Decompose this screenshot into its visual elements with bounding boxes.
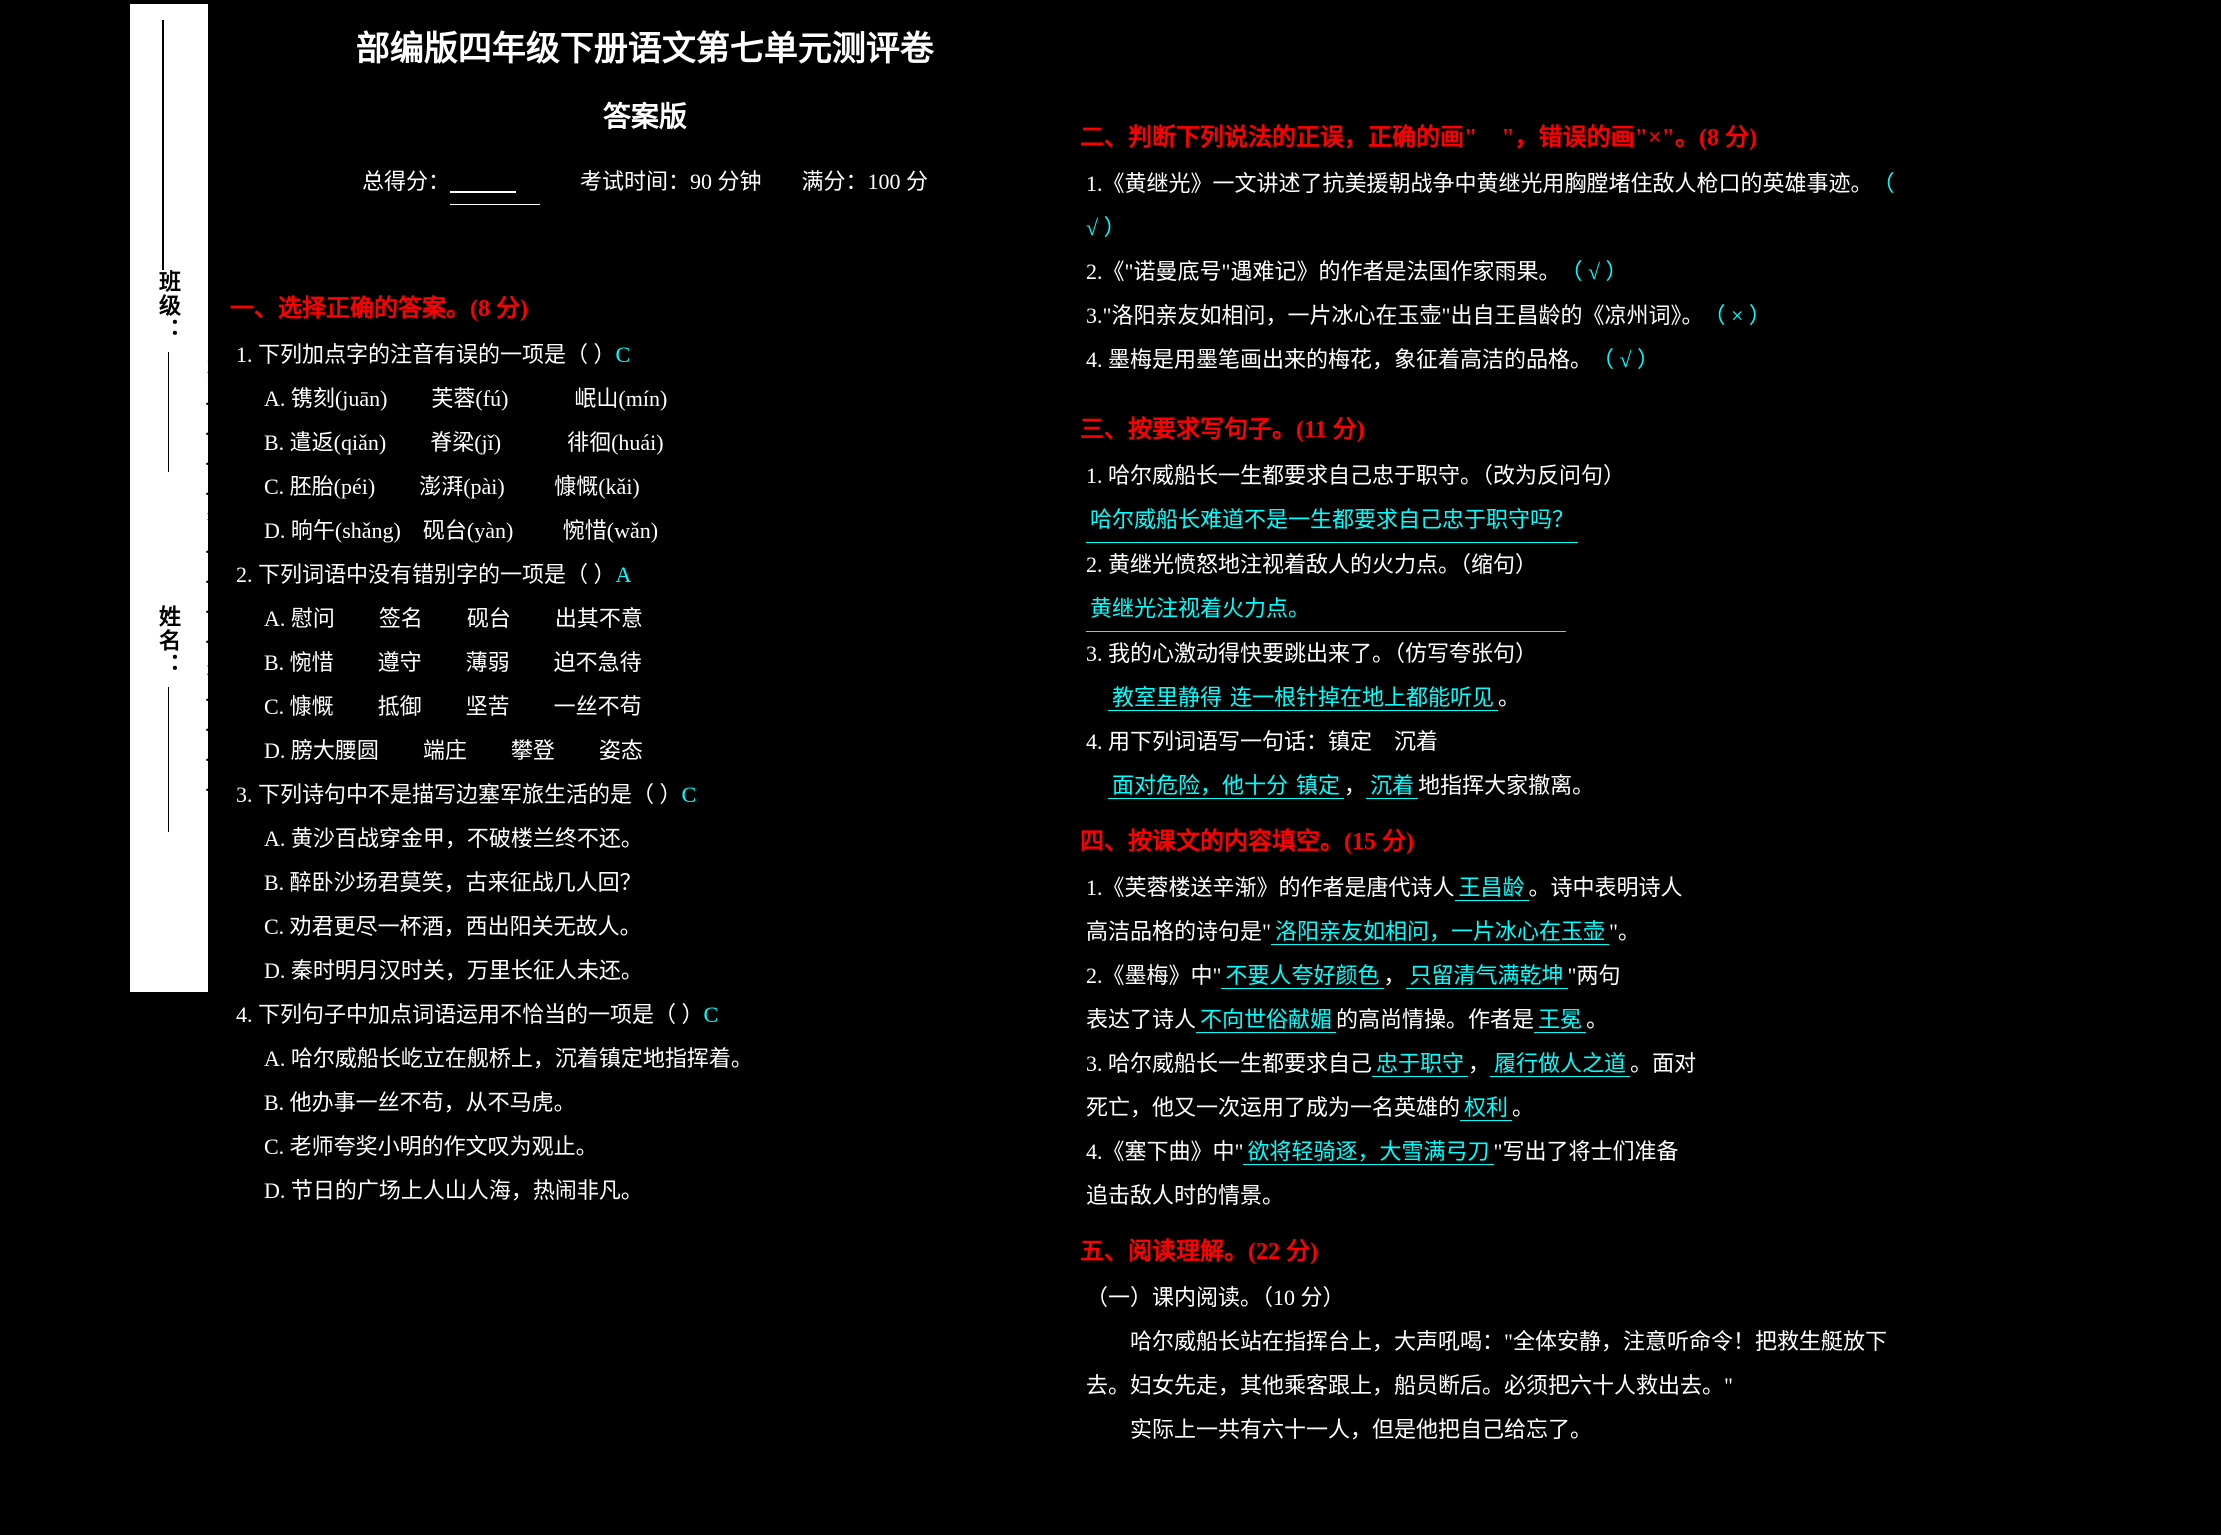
- s4-l3-ans1: 忠于职守: [1372, 1051, 1468, 1077]
- s4-l4: 4.《塞下曲》中"欲将轻骑逐，大雪满弓刀"写出了将士们准备: [1086, 1130, 1910, 1174]
- s2-q2-ans: （ √ ）: [1571, 259, 1627, 284]
- q3-answer: C: [682, 782, 697, 807]
- q3-d: D. 秦时明月汉时关，万里长征人未还。: [264, 949, 1060, 993]
- s4-l2: 2.《墨梅》中"不要人夸好颜色，只留清气满乾坤"两句: [1086, 954, 1910, 998]
- score-row: 总得分： 考试时间：90 分钟 满分：100 分: [230, 160, 1060, 205]
- s4-l1b: 高洁品格的诗句是"洛阳亲友如相问，一片冰心在玉壶"。: [1086, 910, 1910, 954]
- class-label-text: 班级：: [156, 270, 181, 342]
- s4-l2-ans3: 不向世俗献媚: [1196, 1007, 1336, 1033]
- s4-l1: 1.《芙蓉楼送辛渐》的作者是唐代诗人王昌龄。诗中表明诗人: [1086, 866, 1910, 910]
- q1-answer: C: [616, 342, 631, 367]
- q1-c: C. 胚胎(péi) 澎湃(pài) 慷慨(kǎi): [264, 465, 1060, 509]
- s4-l2-ans1: 不要人夸好颜色: [1221, 963, 1383, 989]
- q4-a: A. 哈尔威船长屹立在舰桥上，沉着镇定地指挥着。: [264, 1037, 1060, 1081]
- q2-c: C. 慷慨 抵御 坚苦 一丝不苟: [264, 685, 1060, 729]
- s3-q4-ans-d: 沉着: [1366, 773, 1418, 799]
- s3-q3: 3. 我的心激动得快要跳出来了。（仿写夸张句）: [1086, 632, 1910, 676]
- section-3-title: 三、按要求写句子。(11 分): [1080, 406, 1910, 454]
- s4-l4b: 追击敌人时的情景。: [1086, 1174, 1910, 1218]
- class-label: 班级：: [152, 270, 184, 474]
- s4-l2-author: 王冕: [1534, 1007, 1586, 1033]
- score-label: 总得分：: [362, 169, 450, 194]
- q2-a: A. 慰问 签名 砚台 出其不意: [264, 597, 1060, 641]
- name-label: 姓名：: [152, 605, 184, 834]
- s4-l3: 3. 哈尔威船长一生都要求自己忠于职守，履行做人之道。面对: [1086, 1042, 1910, 1086]
- time-value: 90 分钟: [690, 169, 762, 194]
- right-column: 二、判断下列说法的正误，正确的画" "，错误的画"×"。(8 分) 1.《黄继光…: [1080, 4, 1910, 1452]
- s2-q3-ans: （ × ）: [1714, 303, 1770, 328]
- s3-q1-ans: 哈尔威船长难道不是一生都要求自己忠于职守吗？: [1086, 498, 1578, 543]
- q4-b: B. 他办事一丝不苟，从不马虎。: [264, 1081, 1060, 1125]
- q4-d: D. 节日的广场上人山人海，热闹非凡。: [264, 1169, 1060, 1213]
- q3-b: B. 醉卧沙场君莫笑，古来征战几人回？: [264, 861, 1060, 905]
- name-label-text: 姓名：: [156, 605, 181, 677]
- s2-q2: 2.《"诺曼底号"遇难记》的作者是法国作家雨果。 （ √ ）: [1086, 250, 1910, 294]
- q1: 1. 下列加点字的注音有误的一项是（ ）C: [236, 333, 1060, 377]
- q4-answer: C: [704, 1002, 719, 1027]
- section-5-title: 五、阅读理解。(22 分): [1080, 1228, 1910, 1276]
- q2-answer: A: [616, 562, 632, 587]
- q3-c: C. 劝君更尽一杯酒，西出阳关无故人。: [264, 905, 1060, 949]
- s2-q1: 1.《黄继光》一文讲述了抗美援朝战争中黄继光用胸膛堵住敌人枪口的英雄事迹。 （ …: [1086, 162, 1910, 250]
- s4-l3-ans2: 履行做人之道: [1490, 1051, 1630, 1077]
- q1-a: A. 镌刻(juān) 芙蓉(fú) 岷山(mín): [264, 377, 1060, 421]
- s4-l2b: 表达了诗人不向世俗献媚的高尚情操。作者是王冕。: [1086, 998, 1910, 1042]
- s3-q2: 2. 黄继光愤怒地注视着敌人的火力点。（缩句）: [1086, 543, 1910, 587]
- s2-q4-ans: （ √ ）: [1603, 347, 1659, 372]
- page-title: 部编版四年级下册语文第七单元测评卷: [230, 16, 1060, 84]
- s3-q3-ans-a: 教室里静得: [1108, 685, 1226, 711]
- q1-b: B. 遣返(qiǎn) 脊梁(jǐ) 徘徊(huái): [264, 421, 1060, 465]
- s3-q4-ans-a: 面对危险，他十分: [1108, 773, 1292, 799]
- s3-q1: 1. 哈尔威船长一生都要求自己忠于职守。（改为反问句）: [1086, 454, 1910, 498]
- section-4-title: 四、按课文的内容填空。(15 分): [1080, 818, 1910, 866]
- full-value: 100 分: [868, 169, 929, 194]
- s5-p1: 哈尔威船长站在指挥台上，大声吼喝："全体安静，注意听命令！把救生艇放下去。妇女先…: [1086, 1320, 1910, 1408]
- s2-q3: 3."洛阳亲友如相问，一片冰心在玉壶"出自王昌龄的《凉州词》。 （ × ）: [1086, 294, 1910, 338]
- time-label: 考试时间：: [580, 169, 690, 194]
- sidebar-strip: [130, 4, 208, 992]
- s4-l4-ans: 欲将轻骑逐，大雪满弓刀: [1243, 1139, 1493, 1165]
- s3-q2-ans: 黄继光注视着火力点。: [1086, 587, 1566, 632]
- q4-c: C. 老师夸奖小明的作文叹为观止。: [264, 1125, 1060, 1169]
- full-label: 满分：: [802, 169, 868, 194]
- s3-q3-ans-b: 连一根针掉在地上都能听见: [1226, 685, 1498, 711]
- s5-p2: 实际上一共有六十一人，但是他把自己给忘了。: [1086, 1408, 1910, 1452]
- s3-q4-ans-b: 镇定: [1292, 773, 1344, 799]
- s2-q4: 4. 墨梅是用墨笔画出来的梅花，象征着高洁的品格。 （ √ ）: [1086, 338, 1910, 382]
- q3-a: A. 黄沙百战穿金甲，不破楼兰终不还。: [264, 817, 1060, 861]
- s4-l3-ans3: 权利: [1460, 1095, 1512, 1121]
- left-column: 部编版四年级下册语文第七单元测评卷 答案版 总得分： 考试时间：90 分钟 满分…: [230, 4, 1060, 1213]
- q4: 4. 下列句子中加点词语运用不恰当的一项是（ ）C: [236, 993, 1060, 1037]
- q3: 3. 下列诗句中不是描写边塞军旅生活的是（ ）C: [236, 773, 1060, 817]
- q2-d: D. 膀大腰圆 端庄 攀登 姿态: [264, 729, 1060, 773]
- s4-l1-author: 王昌龄: [1455, 875, 1529, 901]
- q1-d: D. 晌午(shǎng) 砚台(yàn) 惋惜(wǎn): [264, 509, 1060, 553]
- s3-q4: 4. 用下列词语写一句话：镇定 沉着: [1086, 720, 1910, 764]
- section-1-title: 一、选择正确的答案。(8 分): [230, 285, 1060, 333]
- s4-l3b: 死亡，他又一次运用了成为一名英雄的权利。: [1086, 1086, 1910, 1130]
- q2-b: B. 惋惜 遵守 薄弱 迫不急待: [264, 641, 1060, 685]
- class-blank-line: [162, 20, 164, 270]
- q2: 2. 下列词语中没有错别字的一项是（ ）A: [236, 553, 1060, 597]
- s4-l2-ans2: 只留清气满乾坤: [1406, 963, 1568, 989]
- s4-l1-ans: 洛阳亲友如相问，一片冰心在玉壶: [1271, 919, 1609, 945]
- s5-sub: （一）课内阅读。（10 分）: [1086, 1276, 1910, 1320]
- section-2-title: 二、判断下列说法的正误，正确的画" "，错误的画"×"。(8 分): [1080, 114, 1910, 162]
- page-subtitle: 答案版: [230, 90, 1060, 146]
